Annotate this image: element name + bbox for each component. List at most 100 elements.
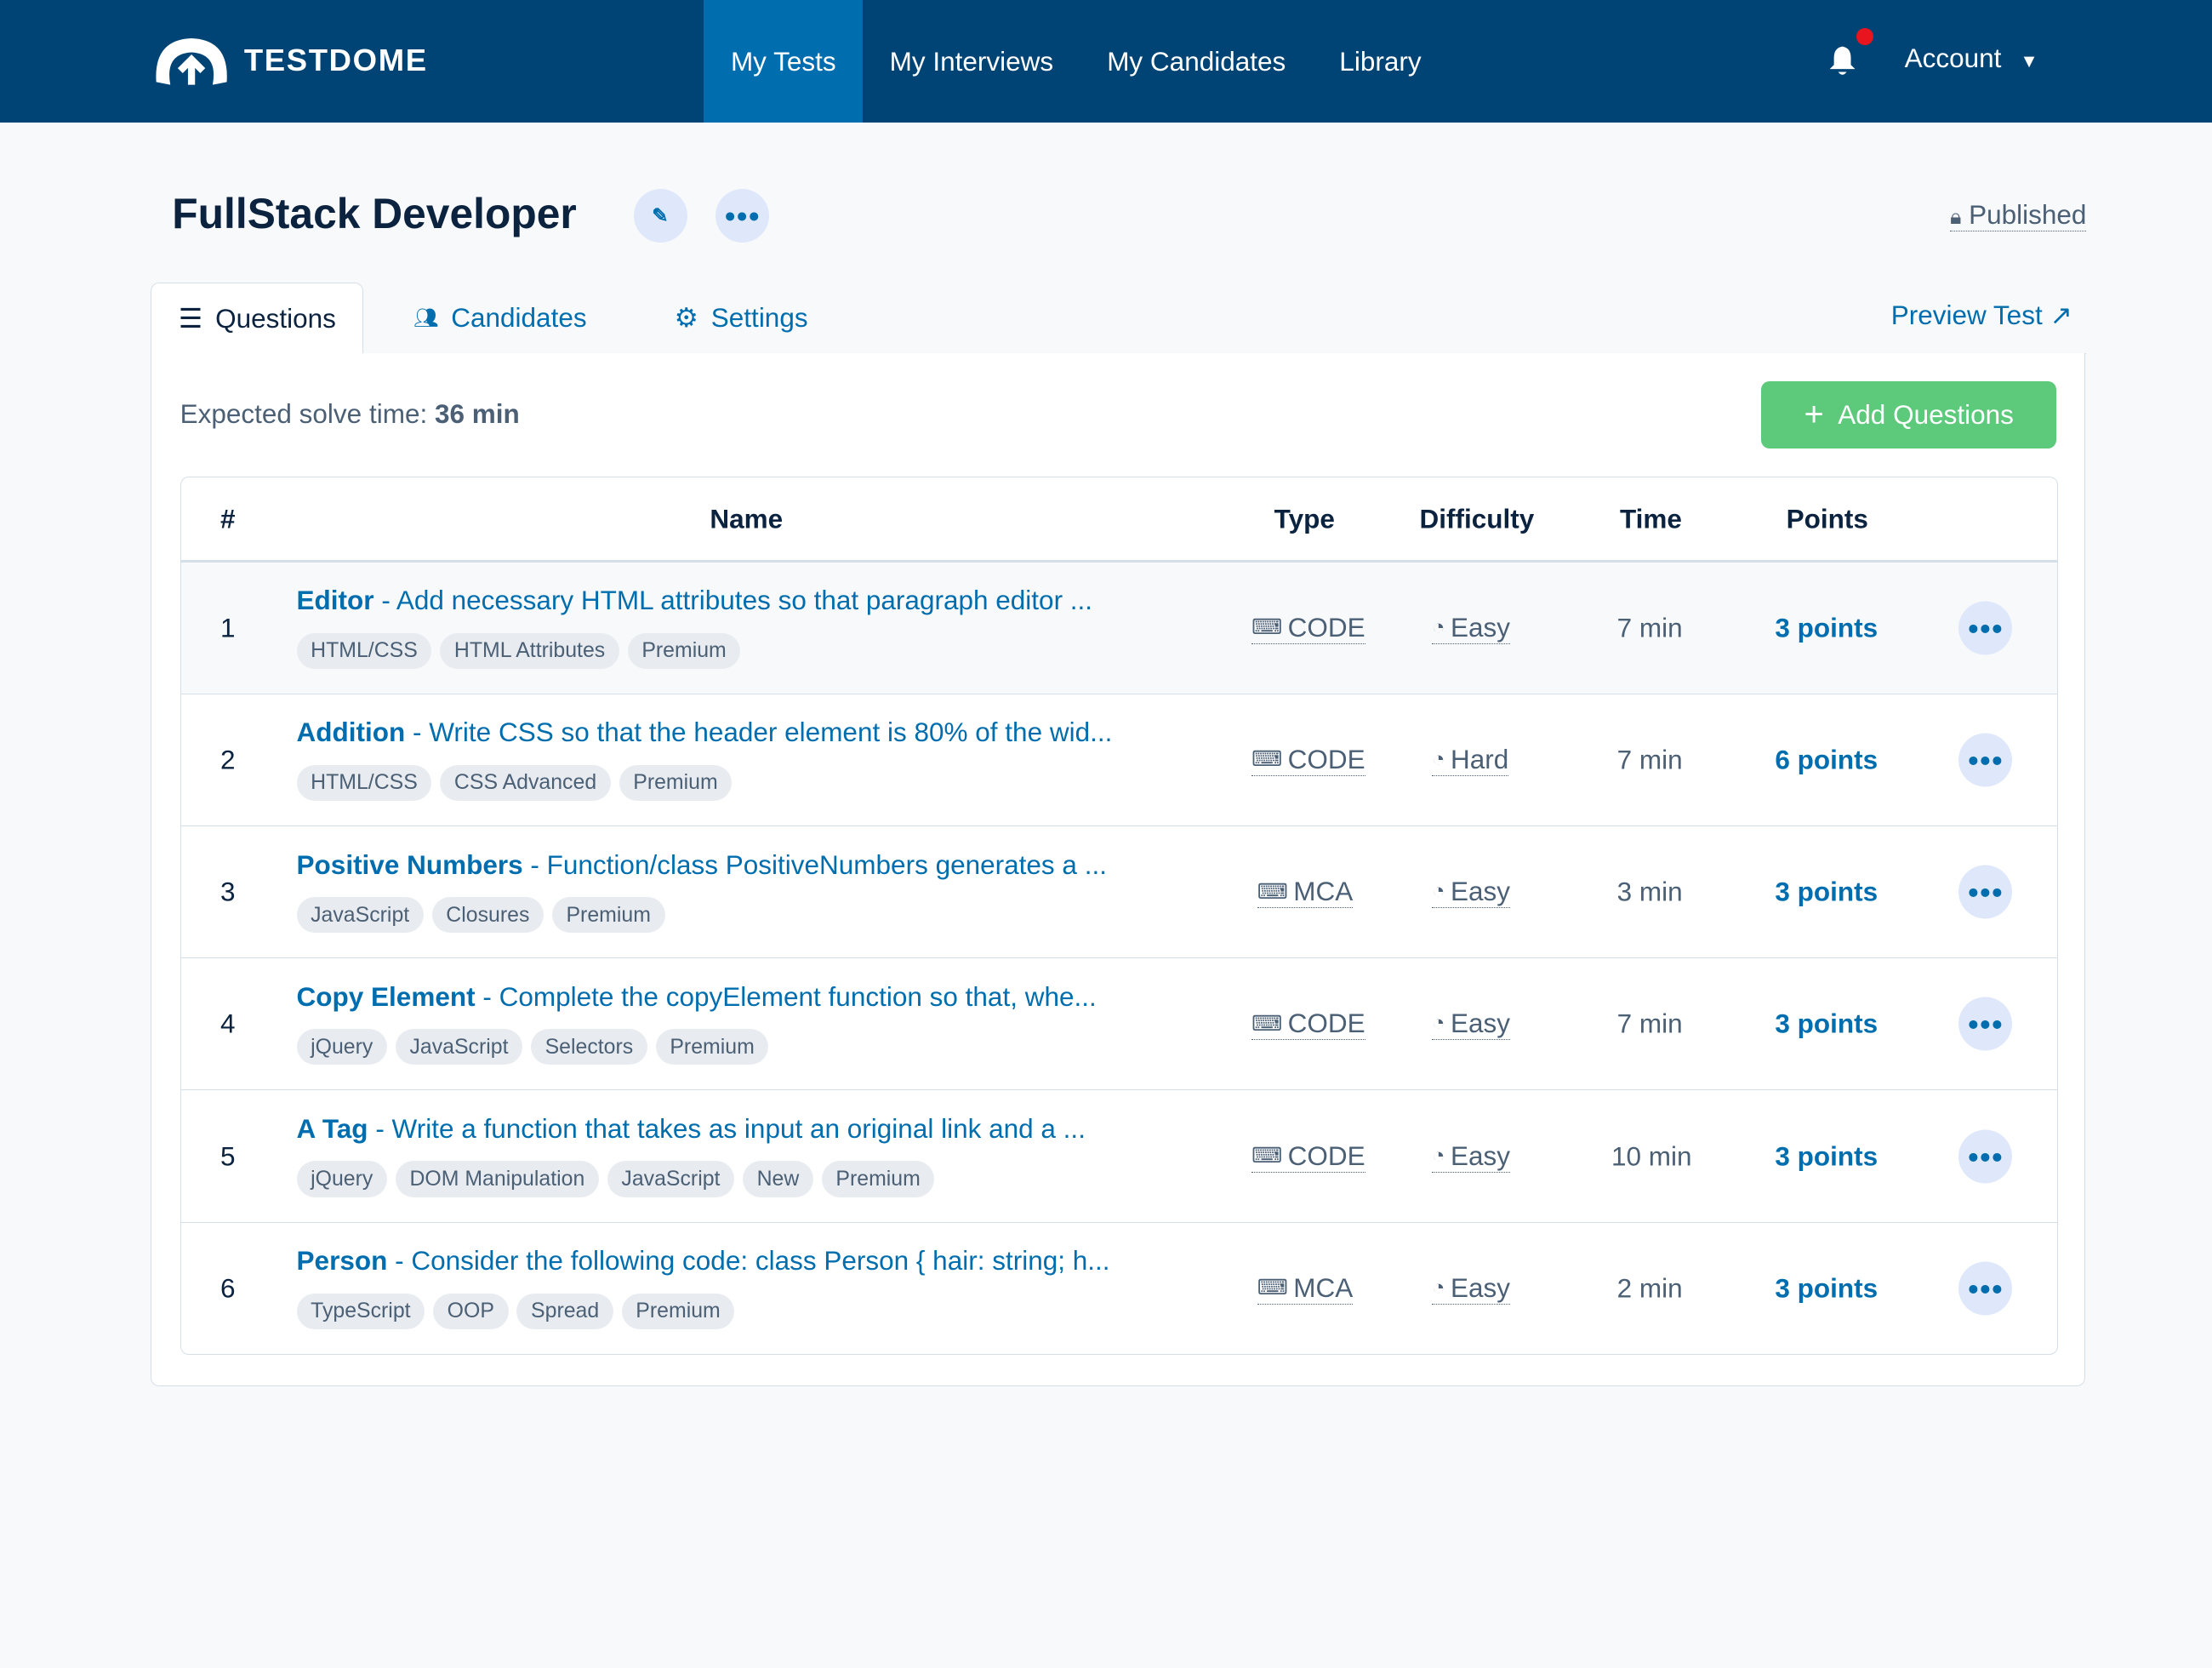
nav-library[interactable]: Library: [1339, 45, 1422, 77]
question-time: 3 min: [1616, 876, 1683, 907]
questions-table: # Name Type Difficulty Time Points 1 Edi…: [180, 477, 2058, 1355]
tag: Selectors: [531, 1029, 647, 1065]
list-icon: ☰: [178, 303, 203, 334]
more-icon: ●●●: [1967, 1145, 2004, 1168]
question-title: A Tag: [296, 1112, 368, 1144]
question-link[interactable]: Editor - Add necessary HTML attributes s…: [297, 585, 1093, 616]
tag: HTML/CSS: [296, 764, 432, 801]
question-link[interactable]: A Tag - Write a function that takes as i…: [297, 1113, 1086, 1145]
keyboard-icon: ⌨: [1251, 615, 1283, 640]
question-link[interactable]: Copy Element - Complete the copyElement …: [297, 981, 1097, 1013]
table-row[interactable]: 4 Copy Element - Complete the copyElemen…: [180, 958, 2057, 1091]
questions-panel: Expected solve time: 36 min + Add Questio…: [151, 352, 2086, 1387]
difficulty-label: Easy: [1451, 876, 1511, 907]
tag: Premium: [621, 1293, 735, 1329]
question-points[interactable]: 3 points: [1775, 876, 1878, 907]
keyboard-icon: ⌨: [1251, 1144, 1283, 1168]
tag: Premium: [655, 1029, 769, 1065]
question-type: ⌨ CODE: [1251, 1008, 1365, 1041]
col-type: Type: [1274, 503, 1335, 534]
add-questions-button[interactable]: + Add Questions: [1761, 380, 2056, 449]
table-row[interactable]: 1 Editor - Add necessary HTML attributes…: [180, 562, 2057, 694]
tab-candidates[interactable]: 👥︎ Candidates: [413, 283, 587, 353]
published-status[interactable]: 🔒︎ Published: [1950, 198, 2087, 231]
row-number: 3: [220, 876, 236, 907]
question-link[interactable]: Addition - Write CSS so that the header …: [297, 717, 1113, 748]
question-type: ⌨ MCA: [1257, 876, 1354, 909]
preview-test-link[interactable]: Preview Test ↗: [1891, 300, 2072, 331]
question-points[interactable]: 6 points: [1775, 744, 1878, 775]
tag: HTML/CSS: [296, 632, 432, 669]
nav-my-candidates[interactable]: My Candidates: [1107, 45, 1286, 77]
question-link[interactable]: Person - Consider the following code: cl…: [297, 1245, 1110, 1277]
col-name: Name: [710, 503, 784, 534]
tag: New: [742, 1161, 813, 1197]
title-more-button[interactable]: ●●●: [715, 189, 769, 243]
row-more-button[interactable]: ●●●: [1958, 601, 2012, 655]
tab-label: Settings: [710, 301, 808, 333]
difficulty-label: Hard: [1451, 743, 1509, 774]
type-label: MCA: [1293, 876, 1354, 907]
row-number: 4: [220, 1008, 236, 1039]
expected-solve-time: Expected solve time: 36 min: [180, 398, 520, 430]
question-points[interactable]: 3 points: [1775, 1140, 1878, 1172]
gauge-icon: ◔: [1432, 1143, 1445, 1168]
question-type: ⌨ CODE: [1251, 612, 1365, 644]
tab-label: Candidates: [451, 301, 587, 333]
tab-questions[interactable]: ☰ Questions: [151, 282, 364, 356]
pencil-icon: ✎: [652, 204, 669, 227]
question-description: - Function/class PositiveNumbers generat…: [530, 848, 1107, 880]
tag: JavaScript: [395, 1029, 523, 1065]
table-row[interactable]: 5 A Tag - Write a function that takes as…: [180, 1090, 2057, 1223]
row-more-button[interactable]: ●●●: [1958, 733, 2012, 787]
question-title: Person: [296, 1245, 388, 1277]
users-icon: 👥︎: [413, 306, 439, 329]
type-label: CODE: [1287, 611, 1365, 643]
keyboard-icon: ⌨: [1251, 747, 1283, 772]
gauge-icon: ◔: [1432, 746, 1445, 771]
table-row[interactable]: 3 Positive Numbers - Function/class Posi…: [180, 826, 2057, 959]
account-menu[interactable]: Account ▼: [1905, 43, 2038, 74]
edit-title-button[interactable]: ✎: [633, 189, 687, 243]
bell-icon[interactable]: [1828, 45, 1856, 76]
type-label: CODE: [1287, 743, 1365, 774]
tab-label: Questions: [215, 303, 336, 334]
type-label: CODE: [1287, 1008, 1365, 1039]
row-more-button[interactable]: ●●●: [1958, 1129, 2012, 1184]
question-points[interactable]: 3 points: [1775, 1008, 1878, 1039]
table-row[interactable]: 2 Addition - Write CSS so that the heade…: [180, 694, 2057, 827]
row-more-button[interactable]: ●●●: [1958, 865, 2012, 919]
row-more-button[interactable]: ●●●: [1958, 1261, 2012, 1316]
question-time: 7 min: [1616, 1008, 1683, 1039]
tag: TypeScript: [296, 1293, 425, 1329]
nav-my-interviews[interactable]: My Interviews: [889, 45, 1054, 77]
question-title: Copy Element: [296, 980, 476, 1012]
tag: DOM Manipulation: [395, 1161, 599, 1197]
question-time: 7 min: [1616, 612, 1683, 643]
question-difficulty: ◔ Easy: [1432, 876, 1511, 909]
tag: JavaScript: [607, 1161, 735, 1197]
logo[interactable]: TESTDOME: [151, 34, 427, 88]
testdome-logo-icon: [156, 37, 228, 85]
tab-settings[interactable]: ⚙ Settings: [675, 283, 808, 353]
question-difficulty: ◔ Easy: [1432, 612, 1511, 644]
question-points[interactable]: 3 points: [1775, 612, 1878, 643]
account-label: Account: [1904, 42, 2002, 73]
col-time: Time: [1619, 503, 1682, 534]
tag: Closures: [431, 896, 544, 934]
row-more-button[interactable]: ●●●: [1958, 997, 2012, 1051]
type-label: MCA: [1293, 1271, 1354, 1303]
nav-my-tests[interactable]: My Tests: [704, 0, 864, 123]
tag-list: TypeScript OOP Spread Premium: [296, 1293, 735, 1329]
brand-name: TESTDOME: [243, 43, 428, 78]
tag-list: HTML/CSS CSS Advanced Premium: [296, 764, 733, 801]
table-row[interactable]: 6 Person - Consider the following code: …: [181, 1223, 2057, 1354]
external-link-icon: ↗: [2050, 299, 2072, 330]
question-link[interactable]: Positive Numbers - Function/class Positi…: [297, 849, 1107, 881]
tag: jQuery: [296, 1161, 387, 1197]
status-label: Published: [1969, 198, 2087, 230]
tag-list: jQuery JavaScript Selectors Premium: [296, 1029, 769, 1065]
question-time: 2 min: [1616, 1272, 1683, 1304]
tag-list: jQuery DOM Manipulation JavaScript New Premi…: [296, 1161, 935, 1197]
question-points[interactable]: 3 points: [1775, 1272, 1878, 1304]
